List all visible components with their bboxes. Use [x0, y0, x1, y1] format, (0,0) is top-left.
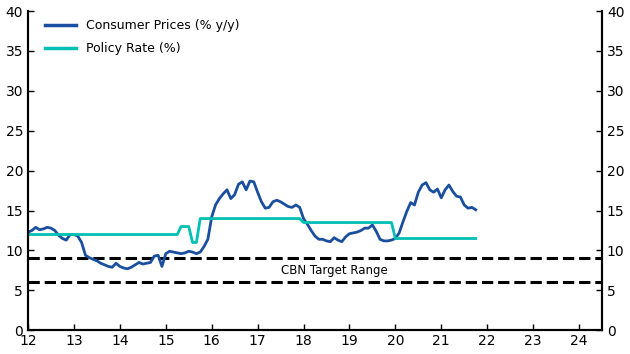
Text: CBN Target Range: CBN Target Range [280, 264, 387, 277]
Legend: Consumer Prices (% y/y), Policy Rate (%): Consumer Prices (% y/y), Policy Rate (%) [40, 14, 244, 60]
